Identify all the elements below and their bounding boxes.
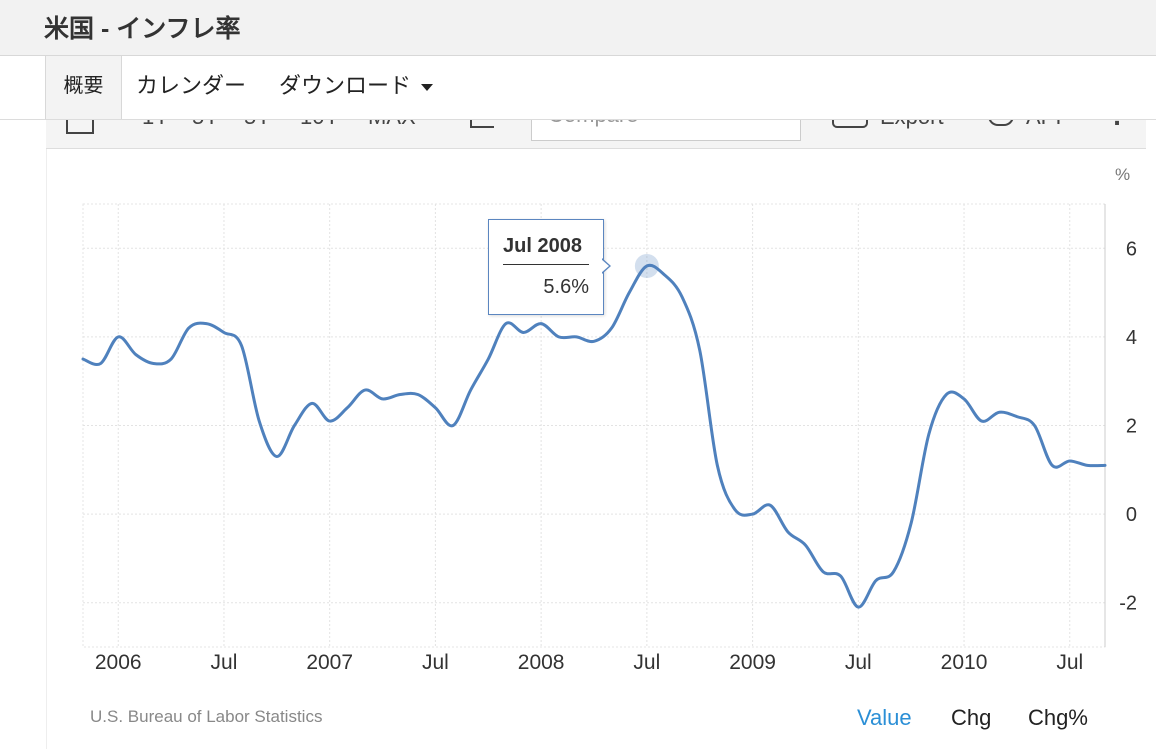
tab-calendar[interactable]: カレンダー: [136, 73, 247, 98]
x-tick-label: Jul: [1056, 651, 1083, 674]
export-button[interactable]: Export: [880, 118, 944, 130]
chevron-down-icon: [421, 83, 434, 91]
x-tick-label: Jul: [845, 651, 872, 674]
range-max-button[interactable]: MAX: [368, 118, 416, 130]
tooltip-date: Jul 2008: [503, 235, 589, 265]
chart-toolbar: 1Y 5Y 5Y 10Y MAX Compare + Export API ⋮: [46, 118, 1146, 149]
data-source: U.S. Bureau of Labor Statistics: [90, 707, 323, 726]
tab-download[interactable]: ダウンロード: [279, 56, 434, 119]
x-tick-label: 2007: [306, 651, 353, 674]
range-1y-button[interactable]: 1Y: [142, 118, 169, 130]
calendar-icon[interactable]: [66, 118, 94, 134]
y-tick-label: 0: [1126, 504, 1137, 526]
y-axis-unit: %: [1115, 165, 1130, 184]
compare-placeholder: Compare +: [548, 118, 657, 128]
api-button[interactable]: API: [1026, 118, 1061, 130]
x-tick-label: Jul: [211, 651, 238, 674]
y-tick-label: 2: [1126, 416, 1137, 438]
tab-overview[interactable]: 概要: [45, 56, 122, 119]
compare-input[interactable]: Compare +: [531, 118, 801, 141]
series-line: [81, 254, 1107, 609]
tooltip-arrow-inner: [601, 259, 609, 273]
tab-download-label: ダウンロード: [279, 73, 412, 98]
view-chg-button[interactable]: Chg: [951, 705, 992, 730]
chart-type-icon[interactable]: [470, 118, 494, 128]
chart-tooltip: Jul 2008 5.6%: [488, 219, 604, 315]
series-path: [81, 263, 1107, 609]
view-chgpct-button[interactable]: Chg%: [1028, 705, 1088, 730]
x-tick-label: Jul: [422, 651, 449, 674]
x-tick-label: 2010: [941, 651, 988, 674]
x-tick-label: 2008: [518, 651, 565, 674]
tooltip-value: 5.6%: [543, 276, 589, 298]
page-header: 米国 - インフレ率: [0, 0, 1156, 56]
range-5y-alt-button[interactable]: 5Y: [244, 118, 271, 130]
range-10y-button[interactable]: 10Y: [300, 118, 339, 130]
x-tick-label: 2009: [729, 651, 776, 674]
more-options-icon[interactable]: ⋮: [1106, 118, 1128, 130]
download-icon[interactable]: [832, 118, 868, 128]
x-tick-label: 2006: [95, 651, 142, 674]
x-tick-label: Jul: [633, 651, 660, 674]
page-title: 米国 - インフレ率: [44, 15, 241, 43]
hover-point-marker: [634, 254, 659, 279]
y-tick-label: 4: [1126, 327, 1137, 349]
chart-axes: 2006 Jul 2007 Jul 2008 Jul 2009 Jul 2010 Jul 6 4 2 0 -…: [95, 204, 1137, 674]
range-5y-button[interactable]: 5Y: [192, 118, 219, 130]
view-value-button[interactable]: Value: [857, 705, 912, 730]
tab-bar: 概要 カレンダー ダウンロード: [0, 56, 1156, 120]
y-tick-label: 6: [1126, 238, 1137, 260]
y-tick-label: -2: [1119, 593, 1137, 615]
